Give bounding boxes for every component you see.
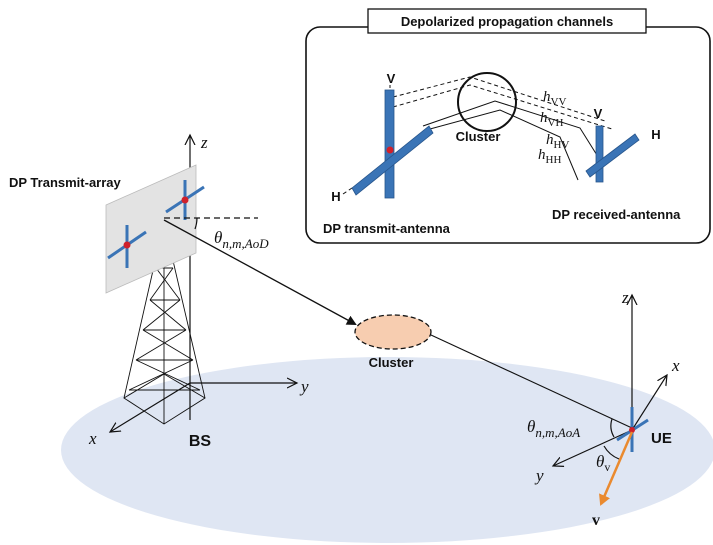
- path-h-feed: [342, 187, 353, 195]
- inset-title: Depolarized propagation channels: [401, 14, 613, 29]
- aoa-angle-label: θn,m,AoA: [527, 417, 580, 440]
- bs-x-label: x: [88, 429, 97, 448]
- bs-label: BS: [189, 433, 212, 450]
- label-h-hh: hHH: [538, 147, 561, 166]
- inset-rx-v-label: V: [594, 106, 603, 121]
- cluster-label: Cluster: [369, 355, 414, 370]
- inset-rx-h-label: H: [651, 127, 660, 142]
- ue-y-label: y: [534, 466, 544, 485]
- ue-z-label: z: [621, 288, 629, 307]
- theta-v-label: θv: [596, 452, 610, 474]
- inset-tx-antenna: [351, 89, 434, 199]
- label-h-vv: hVV: [543, 89, 566, 108]
- label-h-hv: hHV: [546, 132, 569, 151]
- inset-cluster-label: Cluster: [456, 129, 501, 144]
- inset-tx-feed: [386, 146, 394, 154]
- aod-angle-arc: [194, 217, 198, 230]
- path-vh: [392, 84, 613, 130]
- transmit-array-panel: [105, 164, 205, 294]
- label-h-vh: hVH: [540, 110, 563, 129]
- ray-bs-to-cluster: [163, 219, 357, 325]
- v-vector-label: v: [592, 512, 600, 529]
- inset-tx-h-label: H: [331, 189, 340, 204]
- path-vv: [392, 76, 606, 122]
- aod-angle-label: θn,m,AoD: [214, 228, 269, 251]
- ue-x-label: x: [671, 356, 680, 375]
- transmit-array-label: DP Transmit-array: [9, 175, 122, 190]
- path-hh: [429, 109, 579, 181]
- ue-antenna: [616, 407, 649, 452]
- ray-cluster-to-ue: [430, 334, 633, 429]
- inset-rx-antenna: [585, 125, 640, 183]
- theta-v-arc: [603, 445, 620, 460]
- v-vector-arrow: [599, 431, 634, 506]
- ue-label: UE: [651, 430, 672, 447]
- ground-plane: [61, 357, 713, 543]
- inset-tx-antenna-label: DP transmit-antenna: [323, 221, 451, 236]
- inset-cluster-circle: [457, 72, 517, 132]
- aoa-angle-arc: [610, 418, 615, 438]
- path-hv: [422, 100, 601, 161]
- inset-rx-antenna-label: DP received-antenna: [552, 207, 681, 222]
- bs-y-label: y: [299, 377, 309, 396]
- cluster-ellipse: [354, 314, 432, 350]
- inset-tx-v-label: V: [387, 71, 396, 86]
- inset-panel: Depolarized propagation channels Cluster…: [305, 8, 711, 244]
- bs-z-label: z: [200, 133, 208, 152]
